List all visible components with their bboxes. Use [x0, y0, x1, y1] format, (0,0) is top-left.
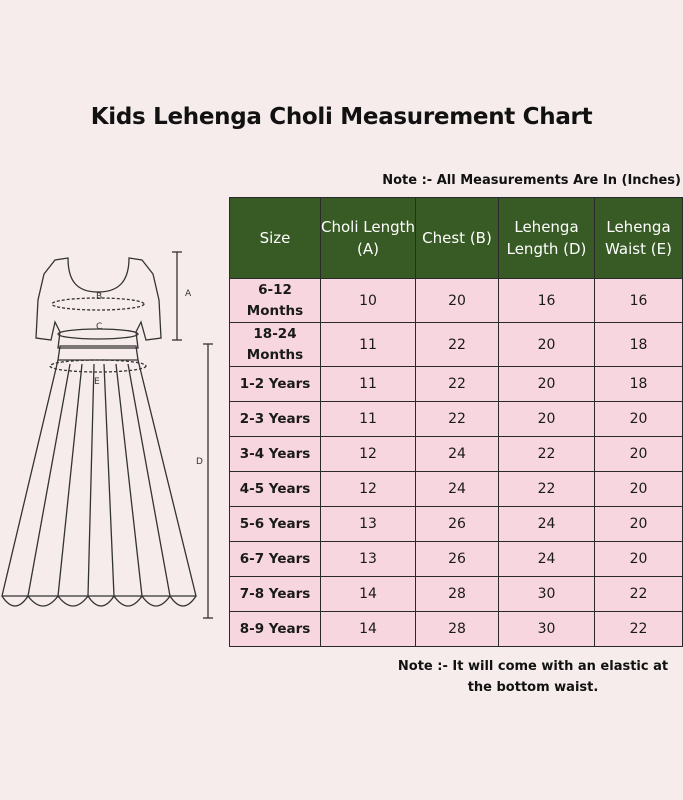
chest-cell: 28 [415, 611, 499, 647]
lehenga-length-cell: 24 [498, 506, 595, 542]
chest-cell: 22 [415, 401, 499, 437]
size-cell: 2-3 Years [229, 401, 321, 437]
size-cell: 5-6 Years [229, 506, 321, 542]
choli-length-cell: 14 [320, 576, 416, 612]
label-c: C [96, 322, 102, 332]
size-cell: 3-4 Years [229, 436, 321, 472]
lehenga-length-cell: 20 [498, 322, 595, 367]
choli-length-cell: 13 [320, 541, 416, 577]
choli-length-cell: 12 [320, 471, 416, 507]
elastic-note: Note :- It will come with an elastic at … [397, 659, 669, 695]
table-row: 6-12 Months 10 20 16 16 [229, 278, 683, 323]
label-d: D [196, 457, 203, 467]
chest-cell: 20 [415, 278, 499, 323]
size-cell: 6-12 Months [229, 278, 321, 323]
size-cell: 4-5 Years [229, 471, 321, 507]
lehenga-length-cell: 20 [498, 401, 595, 437]
lehenga-length-cell: 22 [498, 436, 595, 472]
header-size: Size [229, 197, 321, 279]
table-row: 1-2 Years 11 22 20 18 [229, 366, 683, 402]
measurement-table: Size Choli Length (A) Chest (B) Lehenga … [229, 197, 683, 647]
under-bust-line-c [57, 328, 139, 340]
choli-length-cell: 10 [320, 278, 416, 323]
size-cell: 1-2 Years [229, 366, 321, 402]
lehenga-length-cell: 30 [498, 611, 595, 647]
chest-cell: 22 [415, 366, 499, 402]
size-cell: 7-8 Years [229, 576, 321, 612]
chest-cell: 26 [415, 541, 499, 577]
header-chest: Chest (B) [415, 197, 499, 279]
lehenga-choli-diagram: B C E A D [1, 251, 213, 619]
table-row: 4-5 Years 12 24 22 20 [229, 471, 683, 507]
header-choli-length: Choli Length (A) [320, 197, 416, 279]
lehenga-waist-cell: 22 [594, 576, 683, 612]
chest-cell: 24 [415, 436, 499, 472]
lehenga-length-cell: 30 [498, 576, 595, 612]
table-row: 5-6 Years 13 26 24 20 [229, 506, 683, 542]
lehenga-length-cell: 16 [498, 278, 595, 323]
lehenga-waist-cell: 20 [594, 436, 683, 472]
lehenga-waist-cell: 18 [594, 322, 683, 367]
label-e: E [94, 377, 100, 387]
chest-cell: 26 [415, 506, 499, 542]
lehenga-length-cell: 22 [498, 471, 595, 507]
table-row: 7-8 Years 14 28 30 22 [229, 576, 683, 612]
lehenga-waist-cell: 20 [594, 506, 683, 542]
choli-length-cell: 14 [320, 611, 416, 647]
chest-cell: 24 [415, 471, 499, 507]
size-cell: 6-7 Years [229, 541, 321, 577]
lehenga-waist-cell: 22 [594, 611, 683, 647]
header-lehenga-length: Lehenga Length (D) [498, 197, 595, 279]
choli-length-cell: 13 [320, 506, 416, 542]
header-row: Size Choli Length (A) Chest (B) Lehenga … [229, 197, 683, 279]
size-cell: 8-9 Years [229, 611, 321, 647]
table-row: 3-4 Years 12 24 22 20 [229, 436, 683, 472]
choli-outline [35, 257, 162, 349]
lehenga-length-cell: 24 [498, 541, 595, 577]
label-a: A [185, 289, 192, 299]
page-title: Kids Lehenga Choli Measurement Chart [90, 104, 593, 130]
lehenga-waist-cell: 16 [594, 278, 683, 323]
table-row: 18-24 Months 11 22 20 18 [229, 322, 683, 367]
lehenga-waist-cell: 20 [594, 471, 683, 507]
chest-cell: 22 [415, 322, 499, 367]
lehenga-waist-cell: 18 [594, 366, 683, 402]
chest-cell: 28 [415, 576, 499, 612]
chest-line-b [51, 297, 145, 311]
waist-line-e [49, 359, 147, 373]
table-row: 8-9 Years 14 28 30 22 [229, 611, 683, 647]
skirt-outline [1, 359, 197, 597]
table-row: 6-7 Years 13 26 24 20 [229, 541, 683, 577]
size-cell: 18-24 Months [229, 322, 321, 367]
lehenga-waist-cell: 20 [594, 401, 683, 437]
lehenga-length-cell: 20 [498, 366, 595, 402]
choli-length-cell: 11 [320, 366, 416, 402]
header-lehenga-waist: Lehenga Waist (E) [594, 197, 683, 279]
label-b: B [96, 292, 102, 302]
units-note: Note :- All Measurements Are In (Inches) [382, 173, 681, 188]
choli-length-cell: 11 [320, 322, 416, 367]
lehenga-waist-cell: 20 [594, 541, 683, 577]
table-row: 2-3 Years 11 22 20 20 [229, 401, 683, 437]
choli-length-cell: 12 [320, 436, 416, 472]
choli-length-cell: 11 [320, 401, 416, 437]
